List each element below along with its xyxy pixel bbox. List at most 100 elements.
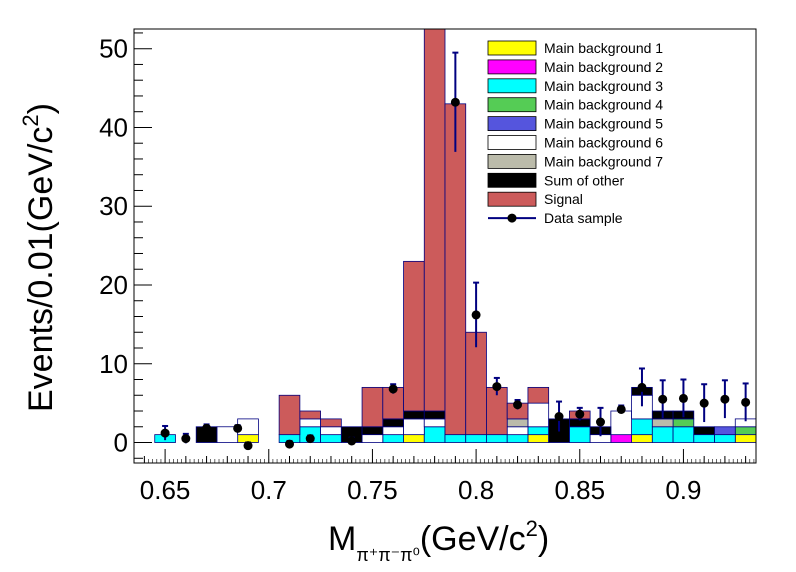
bar-4-bin-28 — [734, 426, 757, 436]
data-point-12 — [513, 400, 523, 410]
bar-8-bin-12 — [403, 410, 425, 420]
data-point-22 — [741, 397, 751, 407]
legend-marker-9 — [507, 213, 517, 223]
data-point-2 — [202, 423, 212, 433]
data-point-7 — [347, 436, 357, 446]
histogram-bars — [154, 28, 757, 443]
legend-swatch-6 — [487, 153, 537, 169]
y-tick-label-2: 20 — [99, 270, 128, 300]
bar-3-bin-25 — [672, 426, 695, 443]
bar-7-bin-24 — [651, 418, 674, 428]
bar-3-bin-15 — [465, 434, 487, 443]
y-axis-title-sup: 2 — [18, 114, 43, 126]
x-axis-title: Mπ⁺π⁻π⁰(GeV/c2) — [328, 516, 549, 565]
data-point-18 — [658, 394, 668, 404]
bar-3-bin-14 — [444, 434, 467, 443]
bar-4-bin-25 — [672, 418, 695, 428]
x-axis-title-sub: π⁺π⁻π⁰ — [356, 545, 419, 565]
bar-3-bin-16 — [486, 434, 508, 443]
bar-7-bin-17 — [506, 418, 529, 428]
bar-5-bin-27 — [714, 426, 736, 436]
data-point-0 — [160, 428, 170, 438]
data-point-16 — [616, 404, 626, 414]
legend-label-0: Main background 1 — [544, 40, 663, 56]
legend-swatch-7 — [487, 172, 537, 188]
bar-1-bin-23 — [631, 434, 653, 443]
bar-3-bin-27 — [714, 434, 736, 443]
x-tick-label-0: 0.65 — [140, 475, 191, 505]
y-tick-label-0: 0 — [114, 428, 128, 458]
data-point-20 — [699, 398, 709, 408]
x-tick-label-1: 0.7 — [251, 475, 287, 505]
legend-label-2: Main background 3 — [544, 78, 663, 94]
data-point-11 — [492, 382, 502, 392]
y-axis-title: Events/0.01(GeV/c2) — [18, 103, 60, 412]
bar-9-bin-18 — [527, 386, 550, 404]
bar-9-bin-8 — [320, 418, 342, 428]
bar-6-bin-8 — [320, 426, 342, 436]
bar-6-bin-10 — [361, 434, 384, 443]
x-tick-label-5: 0.9 — [665, 475, 701, 505]
data-point-3 — [233, 423, 243, 433]
y-tick-label-1: 10 — [99, 349, 128, 379]
legend-swatch-0 — [487, 40, 537, 56]
legend-swatch-4 — [487, 116, 537, 131]
bar-6-bin-17 — [506, 426, 529, 436]
y-tick-label-5: 50 — [99, 34, 128, 64]
legend-swatch-3 — [487, 97, 537, 113]
bar-9-bin-12 — [403, 260, 425, 412]
x-axis: 0.65 0.7 0.75 0.8 0.85 0.9 — [140, 449, 755, 505]
x-axis-title-unit: (GeV/c — [420, 520, 526, 558]
bar-3-bin-20 — [569, 426, 591, 443]
bar-3-bin-23 — [631, 418, 653, 436]
plot-frame — [133, 28, 757, 464]
data-point-21 — [720, 394, 730, 404]
bar-6-bin-11 — [382, 426, 404, 436]
bar-9-bin-13 — [423, 28, 446, 412]
legend-swatch-5 — [487, 135, 537, 150]
y-tick-label-3: 30 — [99, 191, 128, 221]
data-point-15 — [596, 417, 605, 427]
legend-label-9: Data sample — [544, 210, 623, 226]
bar-3-bin-13 — [423, 426, 446, 443]
bar-8-bin-13 — [423, 410, 446, 420]
x-axis-title-close: ) — [538, 520, 549, 558]
data-point-13 — [554, 412, 564, 422]
data-point-17 — [637, 382, 647, 392]
bar-6-bin-7 — [299, 418, 322, 428]
bar-3-bin-11 — [382, 434, 404, 443]
bar-2-bin-22 — [610, 434, 632, 443]
bar-8-bin-11 — [382, 418, 404, 428]
bar-3-bin-26 — [693, 434, 715, 443]
data-point-8 — [388, 384, 398, 394]
bar-6-bin-12 — [403, 418, 425, 436]
bar-8-bin-26 — [693, 426, 715, 436]
x-tick-label-3: 0.8 — [458, 475, 494, 505]
data-point-5 — [285, 439, 294, 449]
legend-label-3: Main background 4 — [544, 97, 663, 113]
bar-6-bin-22 — [610, 410, 632, 436]
bar-1-bin-28 — [734, 434, 757, 443]
legend-label-4: Main background 5 — [544, 116, 663, 132]
y-axis-title-main: Events/0.01(GeV/c — [22, 127, 60, 412]
legend-label-8: Signal — [544, 191, 583, 207]
data-sample-points — [160, 51, 751, 451]
data-point-14 — [575, 409, 585, 419]
data-point-4 — [243, 441, 253, 451]
data-point-1 — [181, 434, 191, 444]
legend-swatch-1 — [487, 59, 537, 75]
bar-9-bin-15 — [465, 331, 487, 436]
legend-label-1: Main background 2 — [544, 59, 663, 75]
legend-label-7: Sum of other — [544, 172, 624, 188]
bar-8-bin-10 — [361, 426, 384, 436]
bar-1-bin-18 — [527, 434, 550, 443]
data-point-19 — [678, 393, 688, 403]
bar-6-bin-13 — [423, 418, 446, 428]
bar-9-bin-7 — [299, 410, 322, 420]
data-point-9 — [450, 97, 460, 107]
y-axis-title-close: ) — [22, 103, 60, 114]
legend-label-5: Main background 6 — [544, 135, 663, 151]
bar-6-bin-18 — [527, 402, 550, 428]
bar-3-bin-17 — [506, 434, 529, 443]
